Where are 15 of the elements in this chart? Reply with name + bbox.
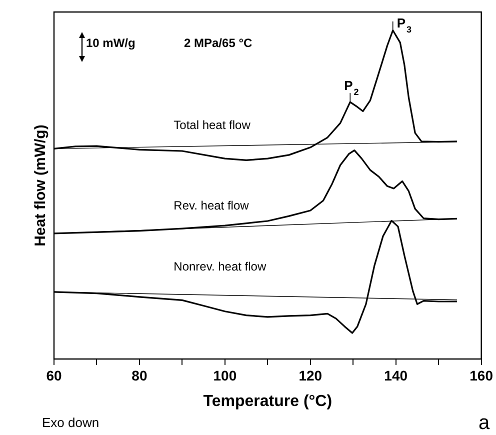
x-tick-label: 100 (213, 367, 237, 384)
annotation: 10 mW/g (86, 36, 136, 50)
series-label: Total heat flow (174, 118, 251, 132)
y-axis-title: Heat flow (mW/g) (32, 124, 50, 246)
text: Nonrev. heat flow (174, 259, 266, 274)
text: Exo down (42, 415, 100, 430)
x-tick-label: 160 (470, 367, 494, 384)
series-label: Rev. heat flow (174, 198, 250, 212)
annotation: 2 MPa/65 °C (184, 36, 252, 50)
x-tick-label: 120 (298, 367, 322, 384)
text: a (478, 412, 490, 434)
x-tick-label: 140 (384, 367, 408, 384)
x-axis-title: Temperature (°C) (203, 392, 332, 410)
x-tick-label: 80 (132, 367, 148, 384)
x-tick-label: 60 (46, 367, 62, 384)
